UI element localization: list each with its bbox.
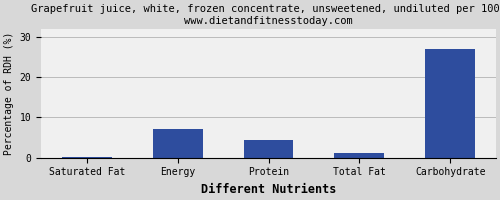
X-axis label: Different Nutrients: Different Nutrients: [201, 183, 336, 196]
Bar: [244, 140, 294, 158]
Bar: [152, 129, 202, 158]
Y-axis label: Percentage of RDH (%): Percentage of RDH (%): [4, 32, 14, 155]
Bar: [334, 153, 384, 158]
Title: Grapefruit juice, white, frozen concentrate, unsweetened, undiluted per 100g
www: Grapefruit juice, white, frozen concentr…: [31, 4, 500, 26]
Bar: [62, 157, 112, 158]
Bar: [425, 49, 475, 158]
